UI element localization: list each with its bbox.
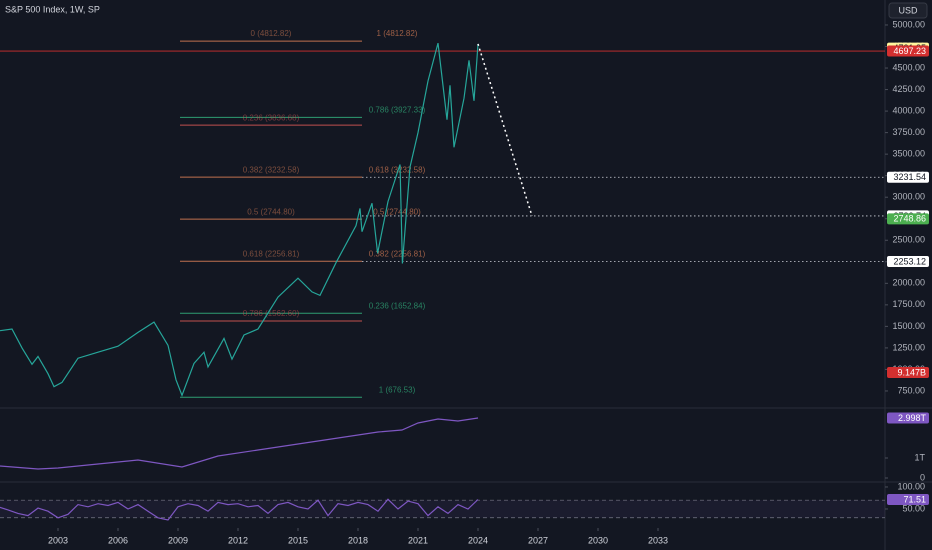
x-tick-label: 2006 xyxy=(108,535,128,545)
y-tick-label: 750.00 xyxy=(897,385,925,395)
x-tick-label: 2012 xyxy=(228,535,248,545)
y-tick-label: 0 xyxy=(920,472,925,482)
y-tick-label: 2500.00 xyxy=(892,235,925,245)
x-tick-label: 2003 xyxy=(48,535,68,545)
y-tick-label: 5000.00 xyxy=(892,19,925,29)
fib-label: 0.236 (1652.84) xyxy=(369,301,426,310)
price-label-box xyxy=(887,45,929,57)
currency-button[interactable] xyxy=(888,2,928,19)
series-line xyxy=(0,417,479,470)
y-tick-label: 50.00 xyxy=(902,503,925,513)
price-label-box xyxy=(887,213,929,225)
fib-label: 0.236 (3836.68) xyxy=(243,113,300,122)
x-tick-label: 2033 xyxy=(648,535,668,545)
y-tick-label: 2000.00 xyxy=(892,278,925,288)
price-label: 4697.23 xyxy=(893,46,926,56)
y-tick-label: 4000.00 xyxy=(892,105,925,115)
currency[interactable]: USD xyxy=(898,5,918,15)
y-tick-label: 4250.00 xyxy=(892,84,925,94)
volume-label-box xyxy=(887,367,929,378)
price-label: 2253.12 xyxy=(893,256,926,266)
series-line xyxy=(0,42,479,397)
symbol-title: S&P 500 Index, 1W, SP xyxy=(5,4,100,14)
price-label-box xyxy=(887,256,929,268)
x-tick-label: 2030 xyxy=(588,535,608,545)
price-label: 3231.54 xyxy=(893,172,926,182)
y-tick-label: 1750.00 xyxy=(892,299,925,309)
x-tick-label: 2015 xyxy=(288,535,308,545)
last-label: 2.998T xyxy=(898,413,927,423)
x-tick-label: 2024 xyxy=(468,535,488,545)
y-tick-label: 4500.00 xyxy=(892,62,925,72)
y-tick-label: 3750.00 xyxy=(892,127,925,137)
y-tick-label: 1250.00 xyxy=(892,342,925,352)
band-fill xyxy=(0,500,885,518)
fib-label: 0 (4812.82) xyxy=(251,29,292,38)
y-tick-label: 100.00 xyxy=(897,481,925,491)
fib-label: 1 (4812.82) xyxy=(377,29,418,38)
volume-label: 9.147B xyxy=(897,367,926,377)
last-label-box xyxy=(887,412,929,424)
y-tick-label: 1T xyxy=(914,452,925,462)
series-line xyxy=(0,498,479,521)
y-tick-label: 3000.00 xyxy=(892,192,925,202)
x-tick-label: 2021 xyxy=(408,535,428,545)
fib-label: 0.618 (2256.81) xyxy=(243,249,300,258)
y-tick-label: 3500.00 xyxy=(892,149,925,159)
last-label: 71.51 xyxy=(903,494,926,504)
projection-line xyxy=(477,43,533,217)
x-tick-label: 2009 xyxy=(168,535,188,545)
fib-label: 0.382 (2256.81) xyxy=(369,249,426,258)
x-tick-label: 2027 xyxy=(528,535,548,545)
fib-label: 0.382 (3232.58) xyxy=(243,165,300,174)
price-label: 2748.86 xyxy=(893,214,926,224)
fib-label: 0.786 (3927.33) xyxy=(369,105,426,114)
fib-label: 0.5 (2744.80) xyxy=(247,207,295,216)
x-tick-label: 2018 xyxy=(348,535,368,545)
last-label-box xyxy=(887,494,929,506)
fib-label: 0.618 (3232.58) xyxy=(369,165,426,174)
price-label-box xyxy=(887,171,929,183)
fib-label: 0.786 (1562.60) xyxy=(243,309,300,318)
y-tick-label: 1500.00 xyxy=(892,321,925,331)
fib-label: 0.5 (2744.80) xyxy=(373,207,421,216)
fib-label: 1 (676.53) xyxy=(379,385,416,394)
